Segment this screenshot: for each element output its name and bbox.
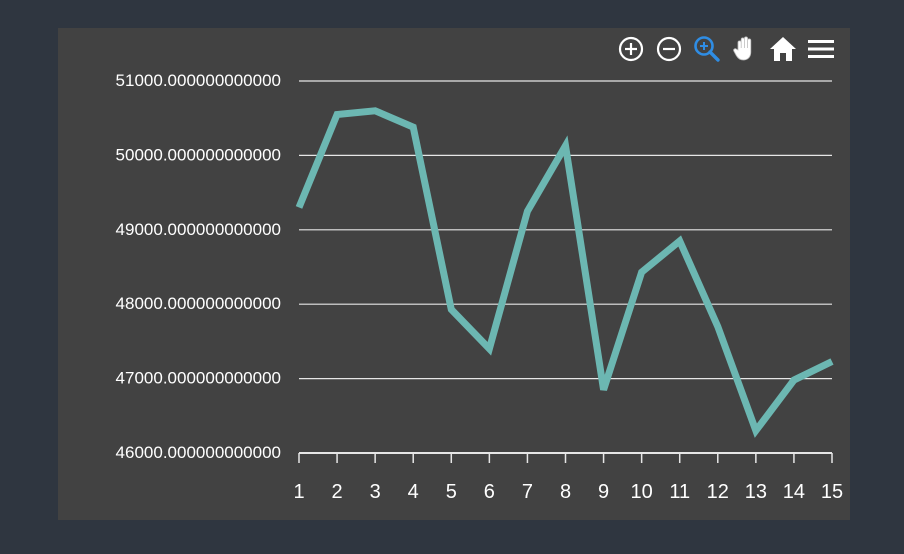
zoom-select-button[interactable] xyxy=(692,34,722,64)
y-tick-label: 48000.000000000000 xyxy=(116,294,281,313)
x-tick-label: 5 xyxy=(446,481,457,503)
y-tick-label: 46000.000000000000 xyxy=(116,443,281,462)
chart-toolbar xyxy=(616,34,836,64)
menu-button[interactable] xyxy=(806,34,836,64)
x-tick-label: 3 xyxy=(370,481,381,503)
x-tick-label: 14 xyxy=(783,481,805,503)
series-line xyxy=(295,107,834,438)
x-tick-label: 13 xyxy=(745,481,767,503)
x-tick-label: 8 xyxy=(560,481,571,503)
y-tick-label: 51000.000000000000 xyxy=(116,71,281,90)
x-axis-tick-labels: 1 2 3 4 5 6 7 8 9 10 11 12 13 14 15 xyxy=(293,481,843,503)
grid-lines xyxy=(299,80,832,380)
home-icon xyxy=(770,37,796,61)
x-tick-label: 2 xyxy=(332,481,343,503)
x-axis xyxy=(298,452,833,463)
zoom-out-button[interactable] xyxy=(654,34,684,64)
reset-zoom-button[interactable] xyxy=(768,34,798,64)
zoom-out-icon xyxy=(656,36,682,62)
line-chart: 46000.000000000000 47000.000000000000 4800… xyxy=(116,71,844,503)
x-tick-label: 9 xyxy=(598,481,609,503)
pan-button[interactable] xyxy=(730,34,760,64)
x-tick-label: 6 xyxy=(484,481,495,503)
pan-hand-icon xyxy=(733,36,752,61)
zoom-select-icon xyxy=(694,36,720,62)
y-tick-label: 47000.000000000000 xyxy=(116,369,281,388)
zoom-in-button[interactable] xyxy=(616,34,646,64)
x-tick-label: 11 xyxy=(669,481,690,503)
y-tick-label: 50000.000000000000 xyxy=(116,145,281,164)
x-tick-label: 15 xyxy=(821,481,843,503)
x-tick-label: 7 xyxy=(522,481,533,503)
menu-icon xyxy=(808,40,834,58)
y-tick-label: 49000.000000000000 xyxy=(116,220,281,239)
x-tick-label: 4 xyxy=(408,481,419,503)
x-tick-label: 10 xyxy=(631,481,653,503)
x-tick-label: 12 xyxy=(707,481,729,503)
x-tick-label: 1 xyxy=(293,481,304,503)
y-axis-tick-labels: 46000.000000000000 47000.000000000000 4800… xyxy=(116,71,281,462)
zoom-in-icon xyxy=(618,36,644,62)
series-layer xyxy=(295,107,834,438)
chart-panel: 46000.000000000000 47000.000000000000 4800… xyxy=(58,28,850,520)
